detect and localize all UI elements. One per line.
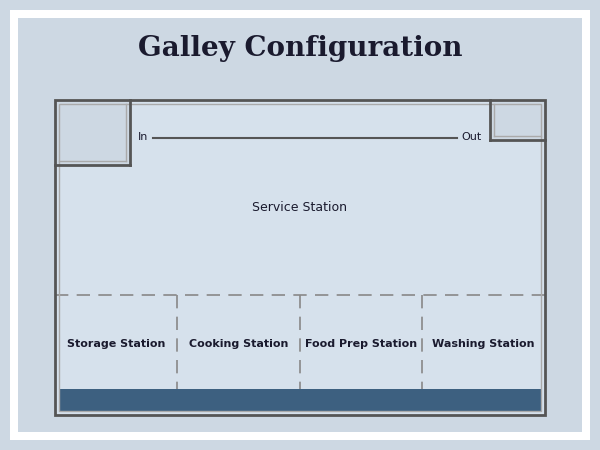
Bar: [59, 389, 541, 411]
Text: Galley Configuration: Galley Configuration: [138, 35, 462, 62]
Text: Cooking Station: Cooking Station: [189, 339, 288, 349]
Bar: [55, 100, 545, 415]
Bar: [55, 100, 545, 415]
Bar: [490, 100, 545, 140]
Text: Food Prep Station: Food Prep Station: [305, 339, 417, 349]
Bar: [59, 104, 541, 411]
Text: Storage Station: Storage Station: [67, 339, 165, 349]
Bar: [55, 100, 130, 165]
Text: In: In: [138, 132, 148, 143]
Text: Washing Station: Washing Station: [432, 339, 535, 349]
Text: Service Station: Service Station: [253, 201, 347, 214]
Text: Out: Out: [462, 132, 482, 143]
